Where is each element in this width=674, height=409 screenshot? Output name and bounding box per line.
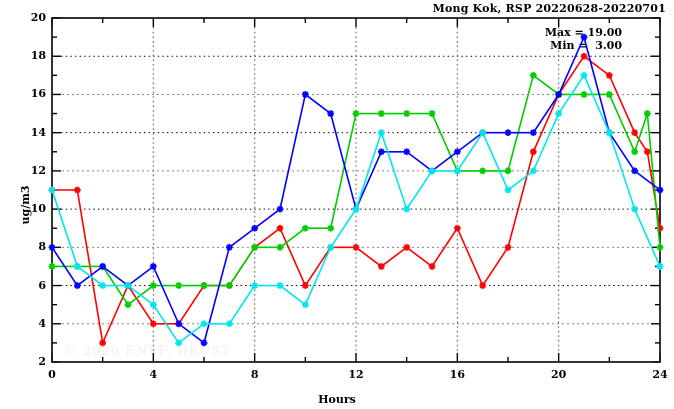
series-green <box>48 71 664 309</box>
x-tick-label: 8 <box>250 368 259 381</box>
x-tick-label: 12 <box>348 368 364 381</box>
x-axis-label: Hours <box>318 393 356 406</box>
y-tick-label: 6 <box>38 278 46 292</box>
x-tick-label: 24 <box>652 368 668 381</box>
data-series <box>48 33 664 347</box>
x-tick-label: 16 <box>449 368 465 381</box>
y-tick-label: 18 <box>30 49 46 63</box>
y-tick-label: 20 <box>30 11 46 24</box>
x-tick-label: 0 <box>48 368 56 381</box>
y-tick-label: 2 <box>38 355 46 368</box>
y-tick-label: 4 <box>38 316 46 330</box>
y-tick-label: 16 <box>30 87 46 101</box>
annotation-max: Max = 19.00 <box>544 26 622 39</box>
y-tick-label: 14 <box>30 125 46 139</box>
x-tick-label: 20 <box>551 368 567 381</box>
annotation-min: Min = 3.00 <box>550 39 622 52</box>
chart-title: Mong Kok, RSP 20220628-20220701 <box>432 2 666 15</box>
x-tick-label: 4 <box>149 368 158 381</box>
series-cyan <box>48 71 664 347</box>
y-tick-label: 12 <box>30 163 46 177</box>
y-tick-label: 10 <box>30 202 46 216</box>
y-tick-label: 8 <box>38 240 46 254</box>
